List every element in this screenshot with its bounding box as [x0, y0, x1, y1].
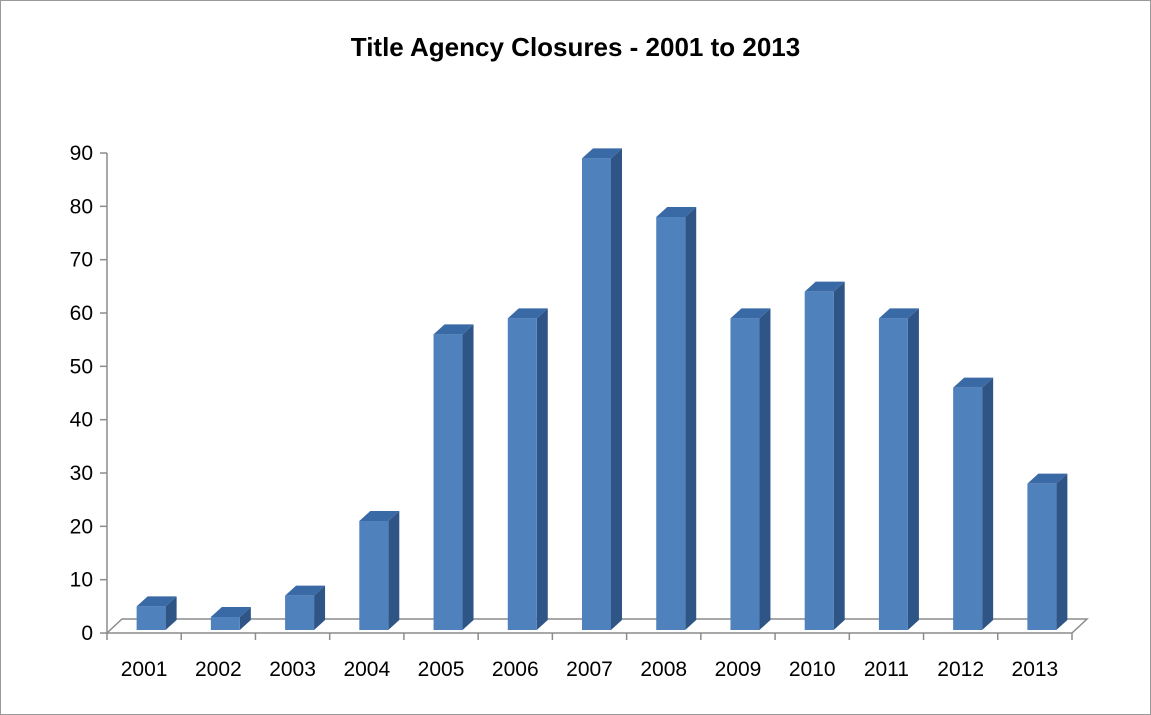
bar-top-face: [507, 308, 548, 319]
bar-front-face: [507, 318, 537, 630]
bar-side-face: [1056, 473, 1068, 630]
bar-2007: [582, 148, 622, 631]
bar-side-face: [239, 607, 251, 630]
bar-side-face: [388, 511, 400, 630]
bar-top-face: [582, 148, 622, 159]
bars-layer: [136, 148, 1068, 631]
y-tick-label: 30: [70, 462, 93, 485]
y-tick-label: 0: [81, 622, 93, 645]
labels-layer: 0 10 20 30 40 50 60 70 80 90 2001 2002 2003 2004 2005 2…: [70, 142, 1059, 681]
bar-2006: [507, 308, 548, 630]
y-tick-label: 80: [70, 195, 93, 218]
bar-top-face: [1027, 473, 1068, 484]
bar-top-face: [359, 511, 400, 521]
bar-side-face: [536, 308, 548, 630]
bar-top-face: [953, 377, 994, 388]
bar-front-face: [136, 606, 166, 630]
y-tick-label: 10: [70, 569, 93, 592]
bar-side-face: [611, 148, 622, 631]
bar-front-face: [730, 318, 760, 630]
y-tick-label: 40: [70, 409, 93, 432]
x-tick-label: 2006: [492, 658, 539, 681]
bar-side-face: [833, 281, 845, 630]
x-tick-label: 2005: [418, 658, 465, 681]
x-tick-label: 2004: [343, 658, 390, 681]
bar-side-face: [982, 377, 994, 630]
bar-2012: [953, 377, 994, 630]
x-tick-label: 2011: [864, 658, 909, 681]
bar-front-face: [804, 291, 834, 630]
bar-2002: [210, 607, 251, 630]
bar-2009: [730, 308, 771, 630]
bar-2010: [804, 281, 845, 630]
chart-title: Title Agency Closures - 2001 to 2013: [350, 32, 801, 62]
bar-front-face: [359, 521, 389, 630]
bar-top-face: [136, 596, 177, 607]
bar-top-face: [210, 607, 251, 617]
x-tick-label: 2009: [715, 658, 762, 681]
x-tick-label: 2007: [566, 658, 613, 681]
bar-top-face: [656, 207, 697, 217]
bar-side-face: [685, 207, 697, 630]
bar-front-face: [1027, 483, 1057, 630]
bar-2011: [878, 308, 919, 630]
bar-front-face: [210, 617, 240, 630]
bar-side-face: [165, 596, 177, 630]
x-tick-label: 2013: [1012, 658, 1059, 681]
y-tick-label: 90: [70, 142, 93, 165]
bar-top-face: [878, 308, 919, 319]
bar-top-face: [433, 324, 474, 335]
bar-front-face: [285, 595, 315, 630]
bar-2003: [285, 585, 326, 630]
bar-side-face: [759, 308, 771, 630]
x-tick-label: 2001: [121, 658, 168, 681]
bar-top-face: [804, 281, 845, 292]
bar-front-face: [656, 217, 686, 630]
bar-front-face: [953, 387, 983, 630]
bar-front-face: [582, 158, 611, 631]
bar-2001: [136, 596, 177, 630]
bar-top-face: [285, 585, 326, 596]
bar-2013: [1027, 473, 1068, 630]
bar-side-face: [462, 324, 474, 630]
y-tick-label: 60: [70, 302, 93, 325]
bar-side-face: [314, 585, 326, 630]
bar-2005: [433, 324, 474, 630]
y-tick-label: 70: [70, 249, 93, 272]
x-tick-label: 2008: [640, 658, 687, 681]
bar-2004: [359, 511, 400, 630]
bar-2008: [656, 207, 697, 630]
bar-front-face: [878, 318, 908, 630]
x-tick-label: 2003: [269, 658, 316, 681]
x-tick-label: 2012: [937, 658, 984, 681]
bar-top-face: [730, 308, 771, 319]
y-tick-label: 20: [70, 515, 93, 538]
y-tick-label: 50: [70, 355, 93, 378]
bar-side-face: [907, 308, 919, 630]
x-tick-label: 2010: [789, 658, 836, 681]
x-tick-label: 2002: [195, 658, 242, 681]
bar-front-face: [433, 334, 463, 630]
